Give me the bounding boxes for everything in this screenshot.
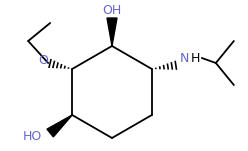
Text: H: H — [191, 51, 201, 64]
Polygon shape — [47, 115, 72, 137]
Text: OH: OH — [102, 3, 122, 16]
Text: HO: HO — [23, 130, 42, 143]
Text: O: O — [38, 55, 48, 67]
Text: N: N — [180, 51, 189, 64]
Polygon shape — [107, 18, 117, 46]
